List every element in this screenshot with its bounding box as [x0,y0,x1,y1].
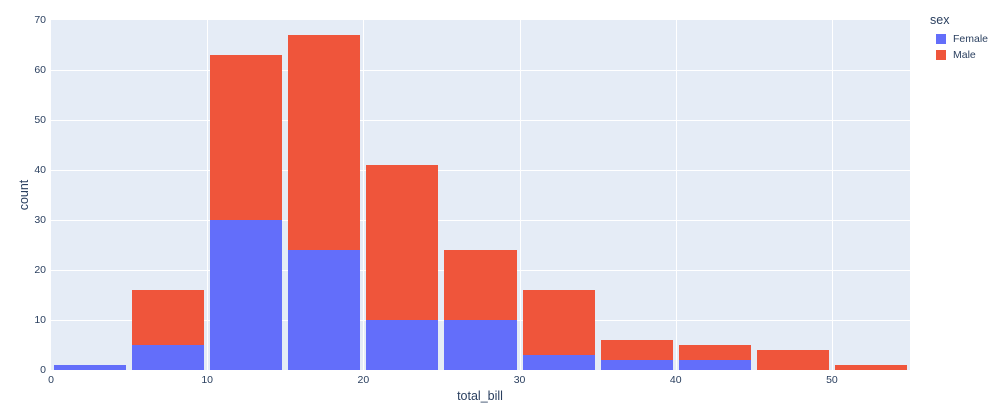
legend-title: sex [930,13,950,27]
bar-segment-female[interactable] [288,250,361,370]
x-tick-label: 50 [826,374,838,386]
legend-swatch-male [936,50,946,60]
bar-segment-male[interactable] [288,35,361,250]
x-tick-label: 10 [201,374,214,386]
h-gridline [51,120,910,121]
y-tick-label: 0 [40,363,46,376]
y-tick-label: 40 [34,163,46,176]
bar-segment-female[interactable] [210,220,283,370]
x-axis-title: total_bill [457,389,503,403]
bar-segment-female[interactable] [366,320,439,370]
v-gridline [832,20,833,370]
bar-segment-male[interactable] [678,345,751,360]
plot-area [51,20,910,370]
bar-segment-female[interactable] [600,360,673,370]
h-gridline [51,220,910,221]
h-gridline [51,170,910,171]
x-tick-label: 0 [48,374,54,386]
legend-item-female[interactable]: Female [936,33,988,45]
bar-segment-male[interactable] [600,340,673,360]
legend-item-male[interactable]: Male [936,49,988,61]
bar-segment-male[interactable] [366,165,439,320]
y-tick-label: 10 [34,313,46,326]
v-gridline [520,20,521,370]
v-gridline [207,20,208,370]
legend-items: Female Male [930,33,988,61]
x-tick-label: 40 [669,374,682,386]
legend-label: Male [953,49,976,61]
x-tick-label: 30 [513,374,526,386]
bar-segment-male[interactable] [132,290,205,345]
x-tick-label: 20 [357,374,370,386]
y-tick-label: 50 [34,113,46,126]
legend-label: Female [953,33,989,45]
legend-swatch-female [936,34,946,44]
y-tick-label: 30 [34,213,46,226]
y-axis-title: count [17,179,31,211]
y-tick-label: 20 [34,263,46,276]
h-gridline [51,70,910,71]
bar-segment-male[interactable] [756,350,829,370]
bar-segment-male[interactable] [444,250,517,320]
v-gridline [676,20,677,370]
legend: sex Female Male [930,13,988,65]
bar-segment-female[interactable] [522,355,595,370]
bar-segment-female[interactable] [54,365,127,370]
bar-segment-female[interactable] [132,345,205,370]
bar-segment-female[interactable] [444,320,517,370]
y-tick-label: 60 [34,63,46,76]
bar-segment-male[interactable] [522,290,595,355]
bar-segment-male[interactable] [834,365,907,370]
bar-segment-female[interactable] [678,360,751,370]
bar-segment-male[interactable] [210,55,283,220]
v-gridline [363,20,364,370]
y-tick-label: 70 [34,13,46,26]
